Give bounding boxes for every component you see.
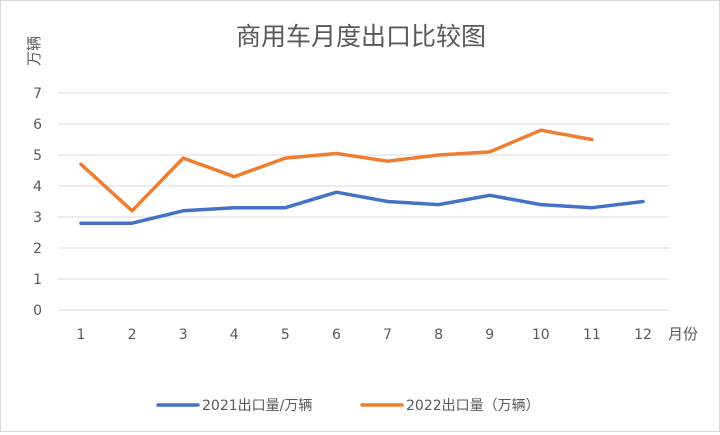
y-tick-label: 4 bbox=[33, 179, 42, 195]
x-tick-label: 12 bbox=[634, 327, 652, 343]
legend-label: 2022出口量（万辆） bbox=[406, 398, 540, 414]
series-line bbox=[79, 128, 594, 213]
series-line bbox=[79, 190, 645, 225]
y-tick-label: 5 bbox=[33, 148, 42, 164]
legend-label: 2021出口量/万辆 bbox=[202, 398, 312, 414]
x-tick-label: 1 bbox=[77, 327, 86, 343]
x-tick-label: 11 bbox=[583, 327, 601, 343]
x-tick-label: 3 bbox=[179, 327, 188, 343]
x-tick-label: 2 bbox=[128, 327, 137, 343]
x-tick-label: 8 bbox=[434, 327, 443, 343]
y-tick-label: 7 bbox=[33, 86, 42, 102]
legend: 2021出口量/万辆 2022出口量（万辆） bbox=[156, 398, 540, 414]
series-lines bbox=[79, 128, 645, 225]
y-tick-label: 1 bbox=[33, 272, 42, 288]
x-tick-label: 5 bbox=[281, 327, 290, 343]
y-tick-label: 6 bbox=[33, 117, 42, 133]
x-tick-label: 10 bbox=[532, 327, 550, 343]
x-tick-label: 9 bbox=[485, 327, 494, 343]
x-tick-labels: 1 2 3 4 5 6 7 8 9 10 11 12 bbox=[77, 327, 652, 343]
x-tick-label: 7 bbox=[383, 327, 392, 343]
y-tick-label: 0 bbox=[33, 303, 42, 319]
gridlines bbox=[58, 92, 669, 311]
x-axis-label: 月份 bbox=[668, 325, 698, 343]
x-tick-label: 6 bbox=[332, 327, 341, 343]
chart-title: 商用车月度出口比较图 bbox=[236, 22, 486, 51]
y-tick-label: 3 bbox=[33, 210, 42, 226]
y-tick-label: 2 bbox=[33, 241, 42, 257]
y-axis-label: 万辆 bbox=[25, 36, 43, 66]
y-tick-labels: 0 1 2 3 4 5 6 7 bbox=[33, 86, 42, 319]
x-tick-label: 4 bbox=[230, 327, 239, 343]
